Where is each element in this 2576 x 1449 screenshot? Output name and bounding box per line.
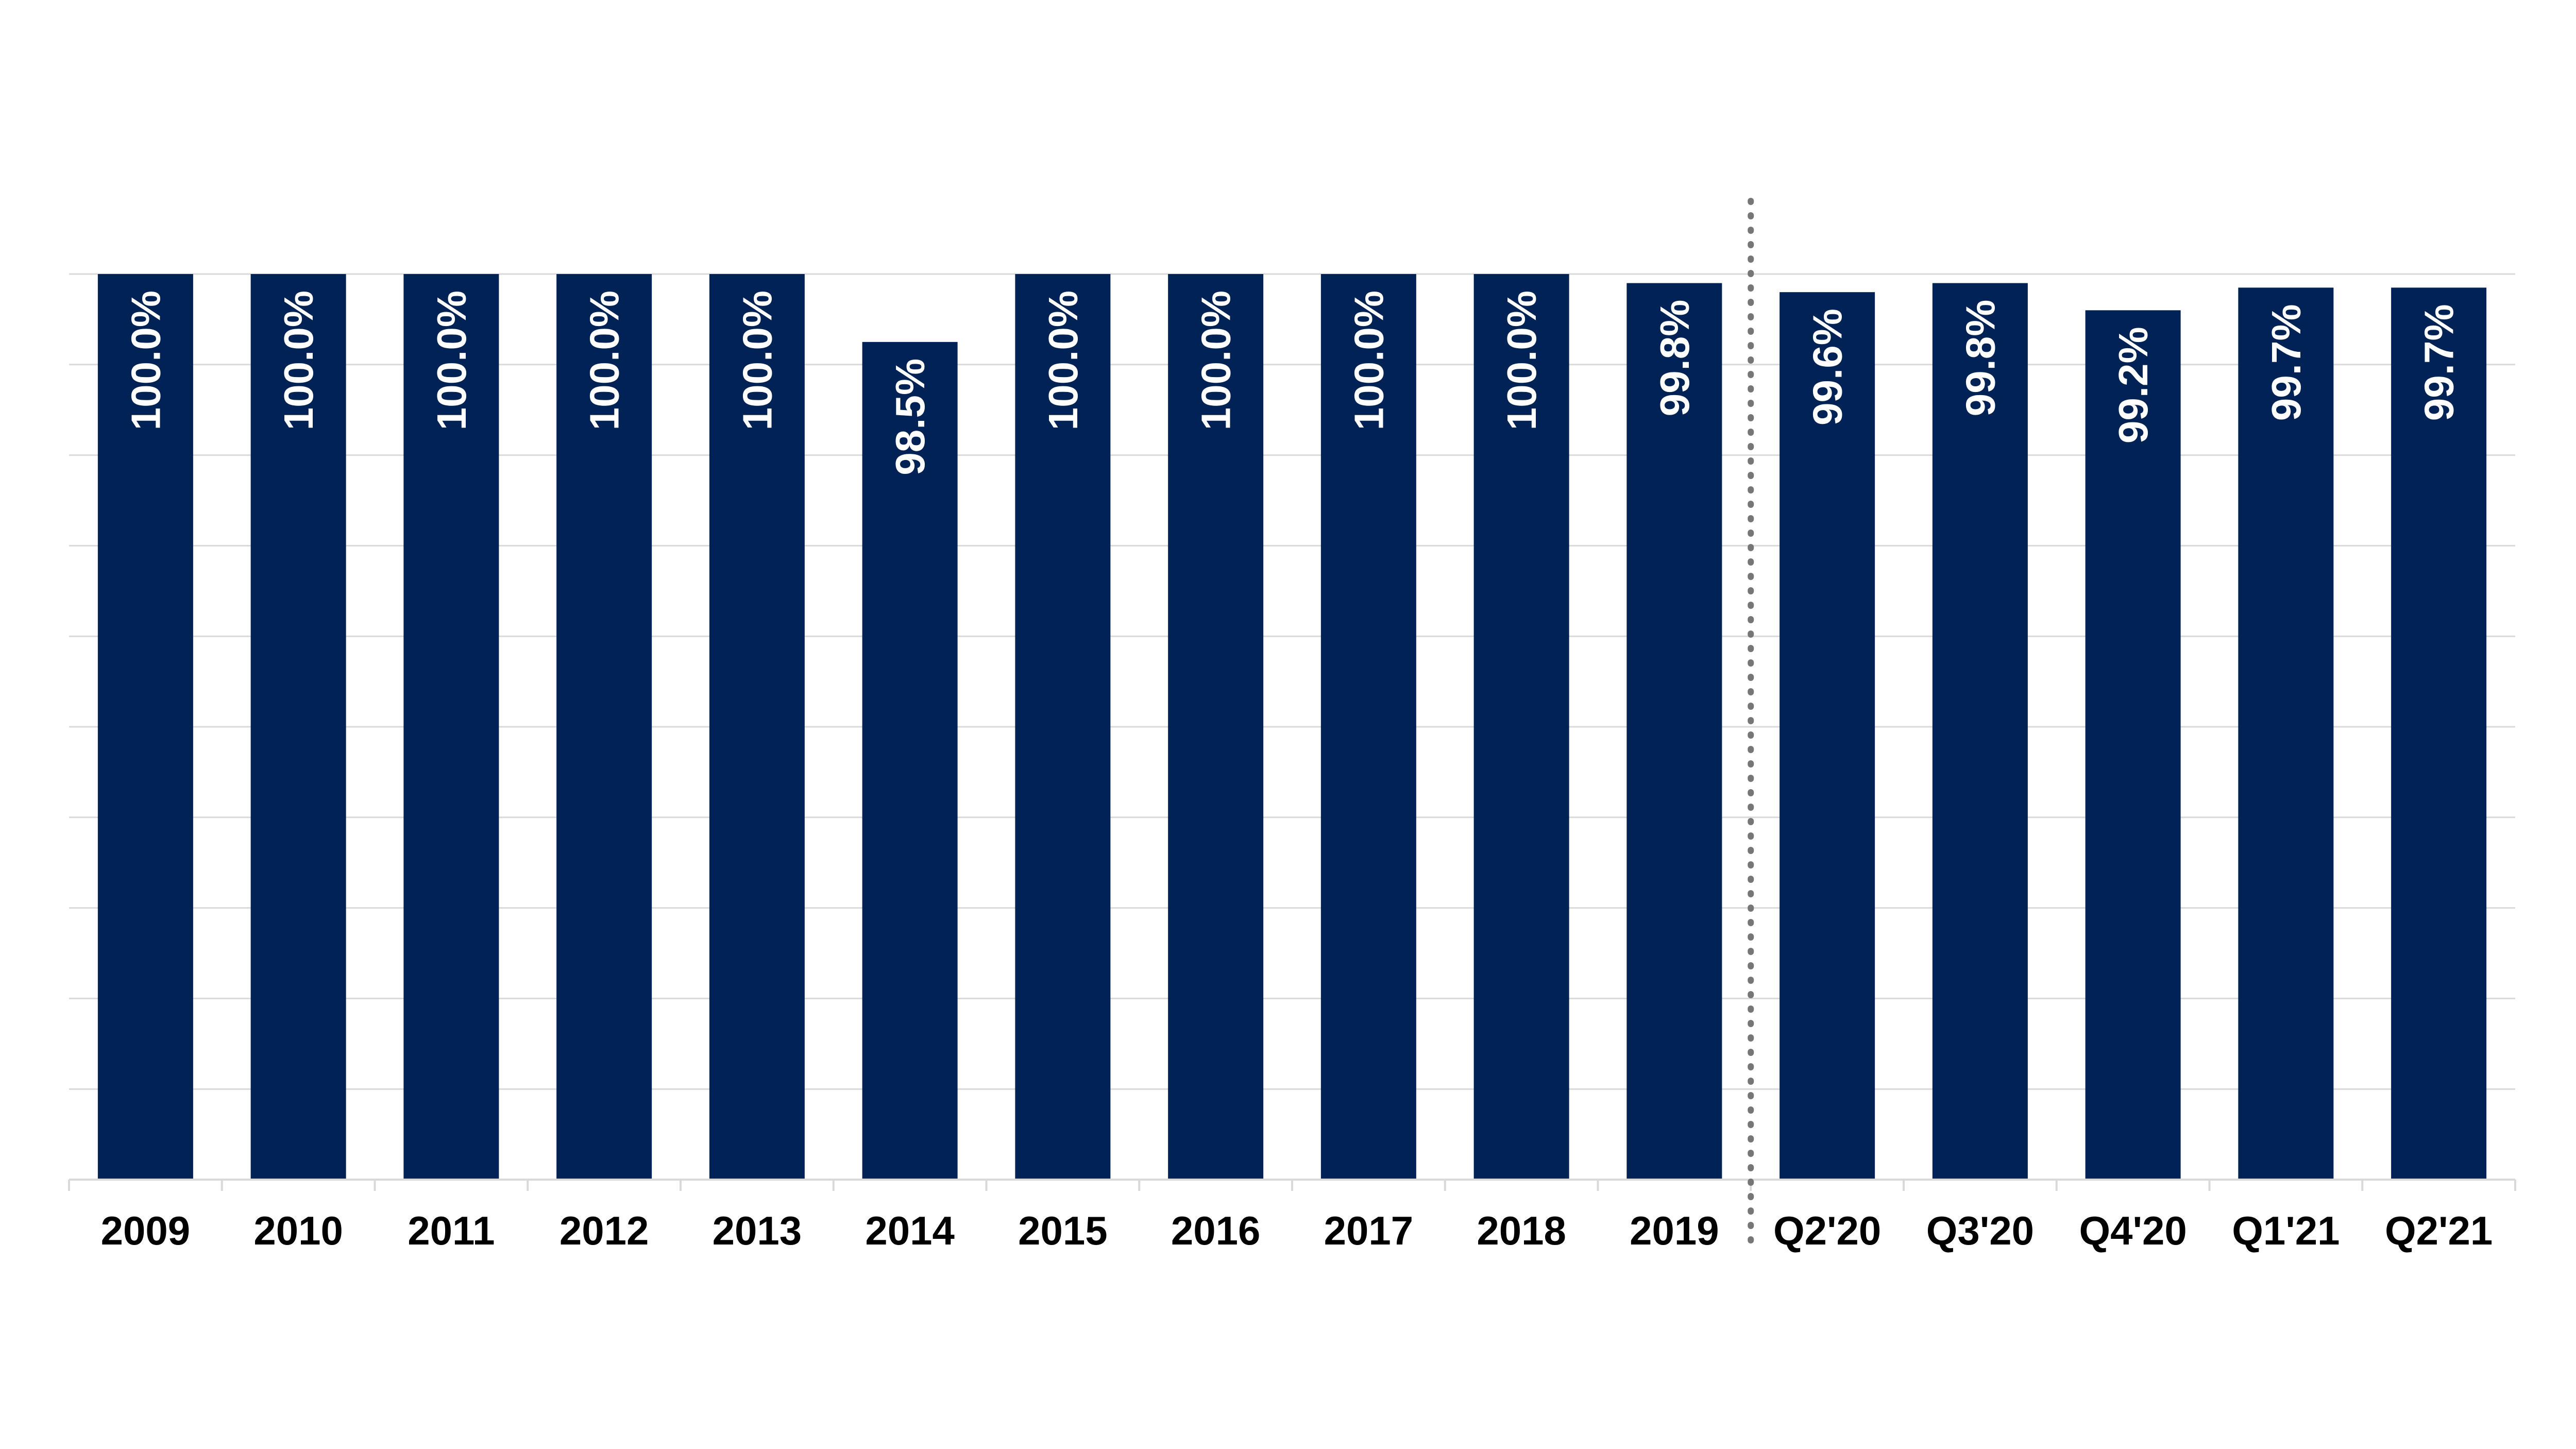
bar-2009 xyxy=(97,274,193,1180)
bar-2012 xyxy=(556,274,652,1180)
bar-2014 xyxy=(862,342,958,1180)
x-tick-label-Q2'21: Q2'21 xyxy=(2385,1208,2493,1253)
x-tick-label-2018: 2018 xyxy=(1477,1208,1566,1253)
x-tick-label-Q3'20: Q3'20 xyxy=(1926,1208,2034,1253)
bar-Q2'20 xyxy=(1780,292,1875,1180)
x-tick-label-2011: 2011 xyxy=(408,1208,495,1253)
data-label-2018: 100.0% xyxy=(1499,291,1545,430)
x-tick-label-2012: 2012 xyxy=(560,1208,649,1253)
data-label-Q1'21: 99.7% xyxy=(2263,304,2309,421)
data-label-Q4'20: 99.2% xyxy=(2110,327,2156,444)
x-tick-label-2010: 2010 xyxy=(253,1208,343,1253)
bar-2019 xyxy=(1626,283,1722,1180)
data-label-2012: 100.0% xyxy=(582,291,628,430)
x-tick-label-2017: 2017 xyxy=(1324,1208,1414,1253)
bar-2011 xyxy=(403,274,499,1180)
bar-Q2'21 xyxy=(2391,287,2487,1180)
bar-Q4'20 xyxy=(2085,310,2181,1180)
x-tick-label-Q4'20: Q4'20 xyxy=(2079,1208,2187,1253)
data-label-Q2'20: 99.6% xyxy=(1805,309,1851,425)
data-label-2013: 100.0% xyxy=(734,291,780,430)
bar-Q1'21 xyxy=(2238,287,2334,1180)
x-tick-label-2014: 2014 xyxy=(865,1208,955,1253)
data-label-2016: 100.0% xyxy=(1193,291,1239,430)
x-tick-label-2013: 2013 xyxy=(713,1208,802,1253)
data-label-2019: 99.8% xyxy=(1652,300,1698,417)
x-tick-label-Q2'20: Q2'20 xyxy=(1773,1208,1881,1253)
data-labels: 100.0% 100.0% 100.0% 100.0% 100.0% 98.5% 100.0… xyxy=(123,291,2462,475)
bar-2010 xyxy=(250,274,346,1180)
x-tick-label-2009: 2009 xyxy=(101,1208,191,1253)
data-label-2017: 100.0% xyxy=(1346,291,1392,430)
data-label-2015: 100.0% xyxy=(1040,291,1086,430)
data-label-2009: 100.0% xyxy=(123,291,168,430)
x-tick-labels: 2009 2010 2011 2012 2013 2014 2015 2016 2017 2018… xyxy=(101,1208,2493,1253)
data-label-2014: 98.5% xyxy=(887,359,933,475)
bar-2016 xyxy=(1168,274,1264,1180)
x-tick-label-Q1'21: Q1'21 xyxy=(2232,1208,2340,1253)
bar-Q3'20 xyxy=(1932,283,2028,1180)
x-axis xyxy=(68,1179,2516,1191)
x-tick-label-2019: 2019 xyxy=(1630,1208,1719,1253)
data-label-2011: 100.0% xyxy=(429,291,474,430)
data-label-Q3'20: 99.8% xyxy=(1957,300,2003,417)
bar-2013 xyxy=(709,274,805,1180)
x-tick-label-2015: 2015 xyxy=(1018,1208,1108,1253)
x-tick-label-2016: 2016 xyxy=(1171,1208,1261,1253)
bar-2017 xyxy=(1320,274,1416,1180)
bars xyxy=(97,274,2487,1180)
bar-2018 xyxy=(1473,274,1569,1180)
data-label-2010: 100.0% xyxy=(276,291,321,430)
data-label-Q2'21: 99.7% xyxy=(2416,304,2462,421)
bar-2015 xyxy=(1015,274,1111,1180)
